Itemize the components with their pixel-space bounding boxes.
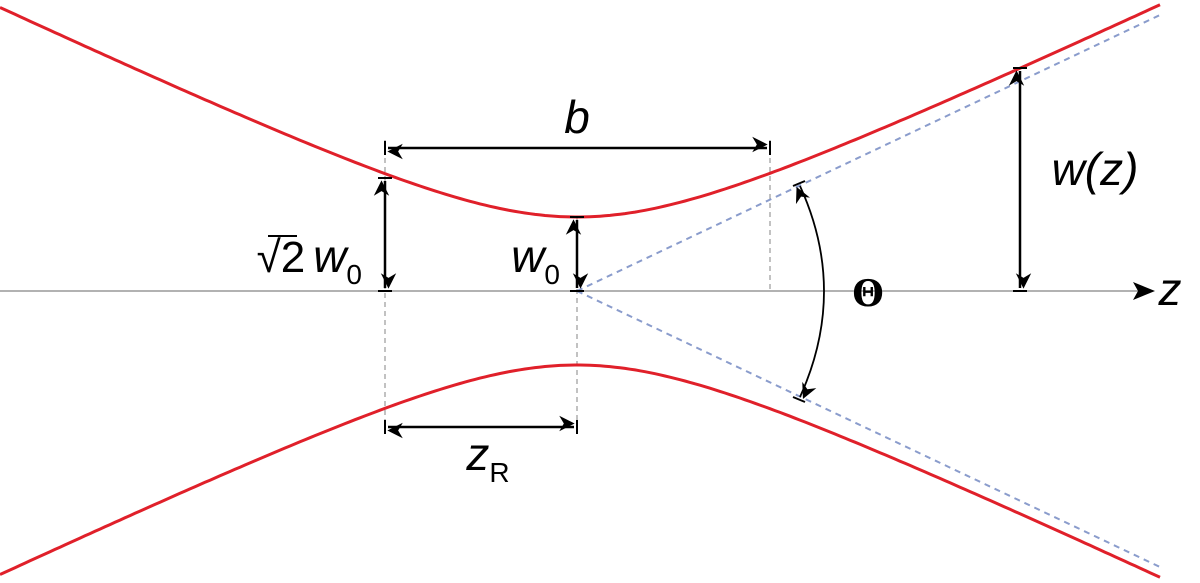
base: w — [511, 230, 547, 282]
beam-lower — [0, 363, 1161, 579]
label-sqrt2-w0: √2 w0 — [257, 230, 362, 290]
base: w — [313, 230, 349, 282]
root: √2 — [257, 233, 306, 282]
label-w-z: w(z) — [1052, 143, 1139, 195]
label-theta: Θ — [852, 273, 883, 315]
label-z-axis: z — [1158, 263, 1182, 315]
dimension-arrows — [373, 70, 1032, 439]
sub: 0 — [346, 259, 362, 290]
sub: R — [489, 457, 509, 488]
label-w0: w0 — [511, 230, 560, 290]
label-z-r: zR — [465, 428, 509, 488]
end-ticks — [378, 67, 1027, 434]
base: z — [465, 428, 489, 480]
asymptotes — [576, 14, 1161, 568]
label-b: b — [564, 91, 590, 143]
axis-arrow — [1133, 282, 1155, 300]
sub: 0 — [544, 259, 560, 290]
